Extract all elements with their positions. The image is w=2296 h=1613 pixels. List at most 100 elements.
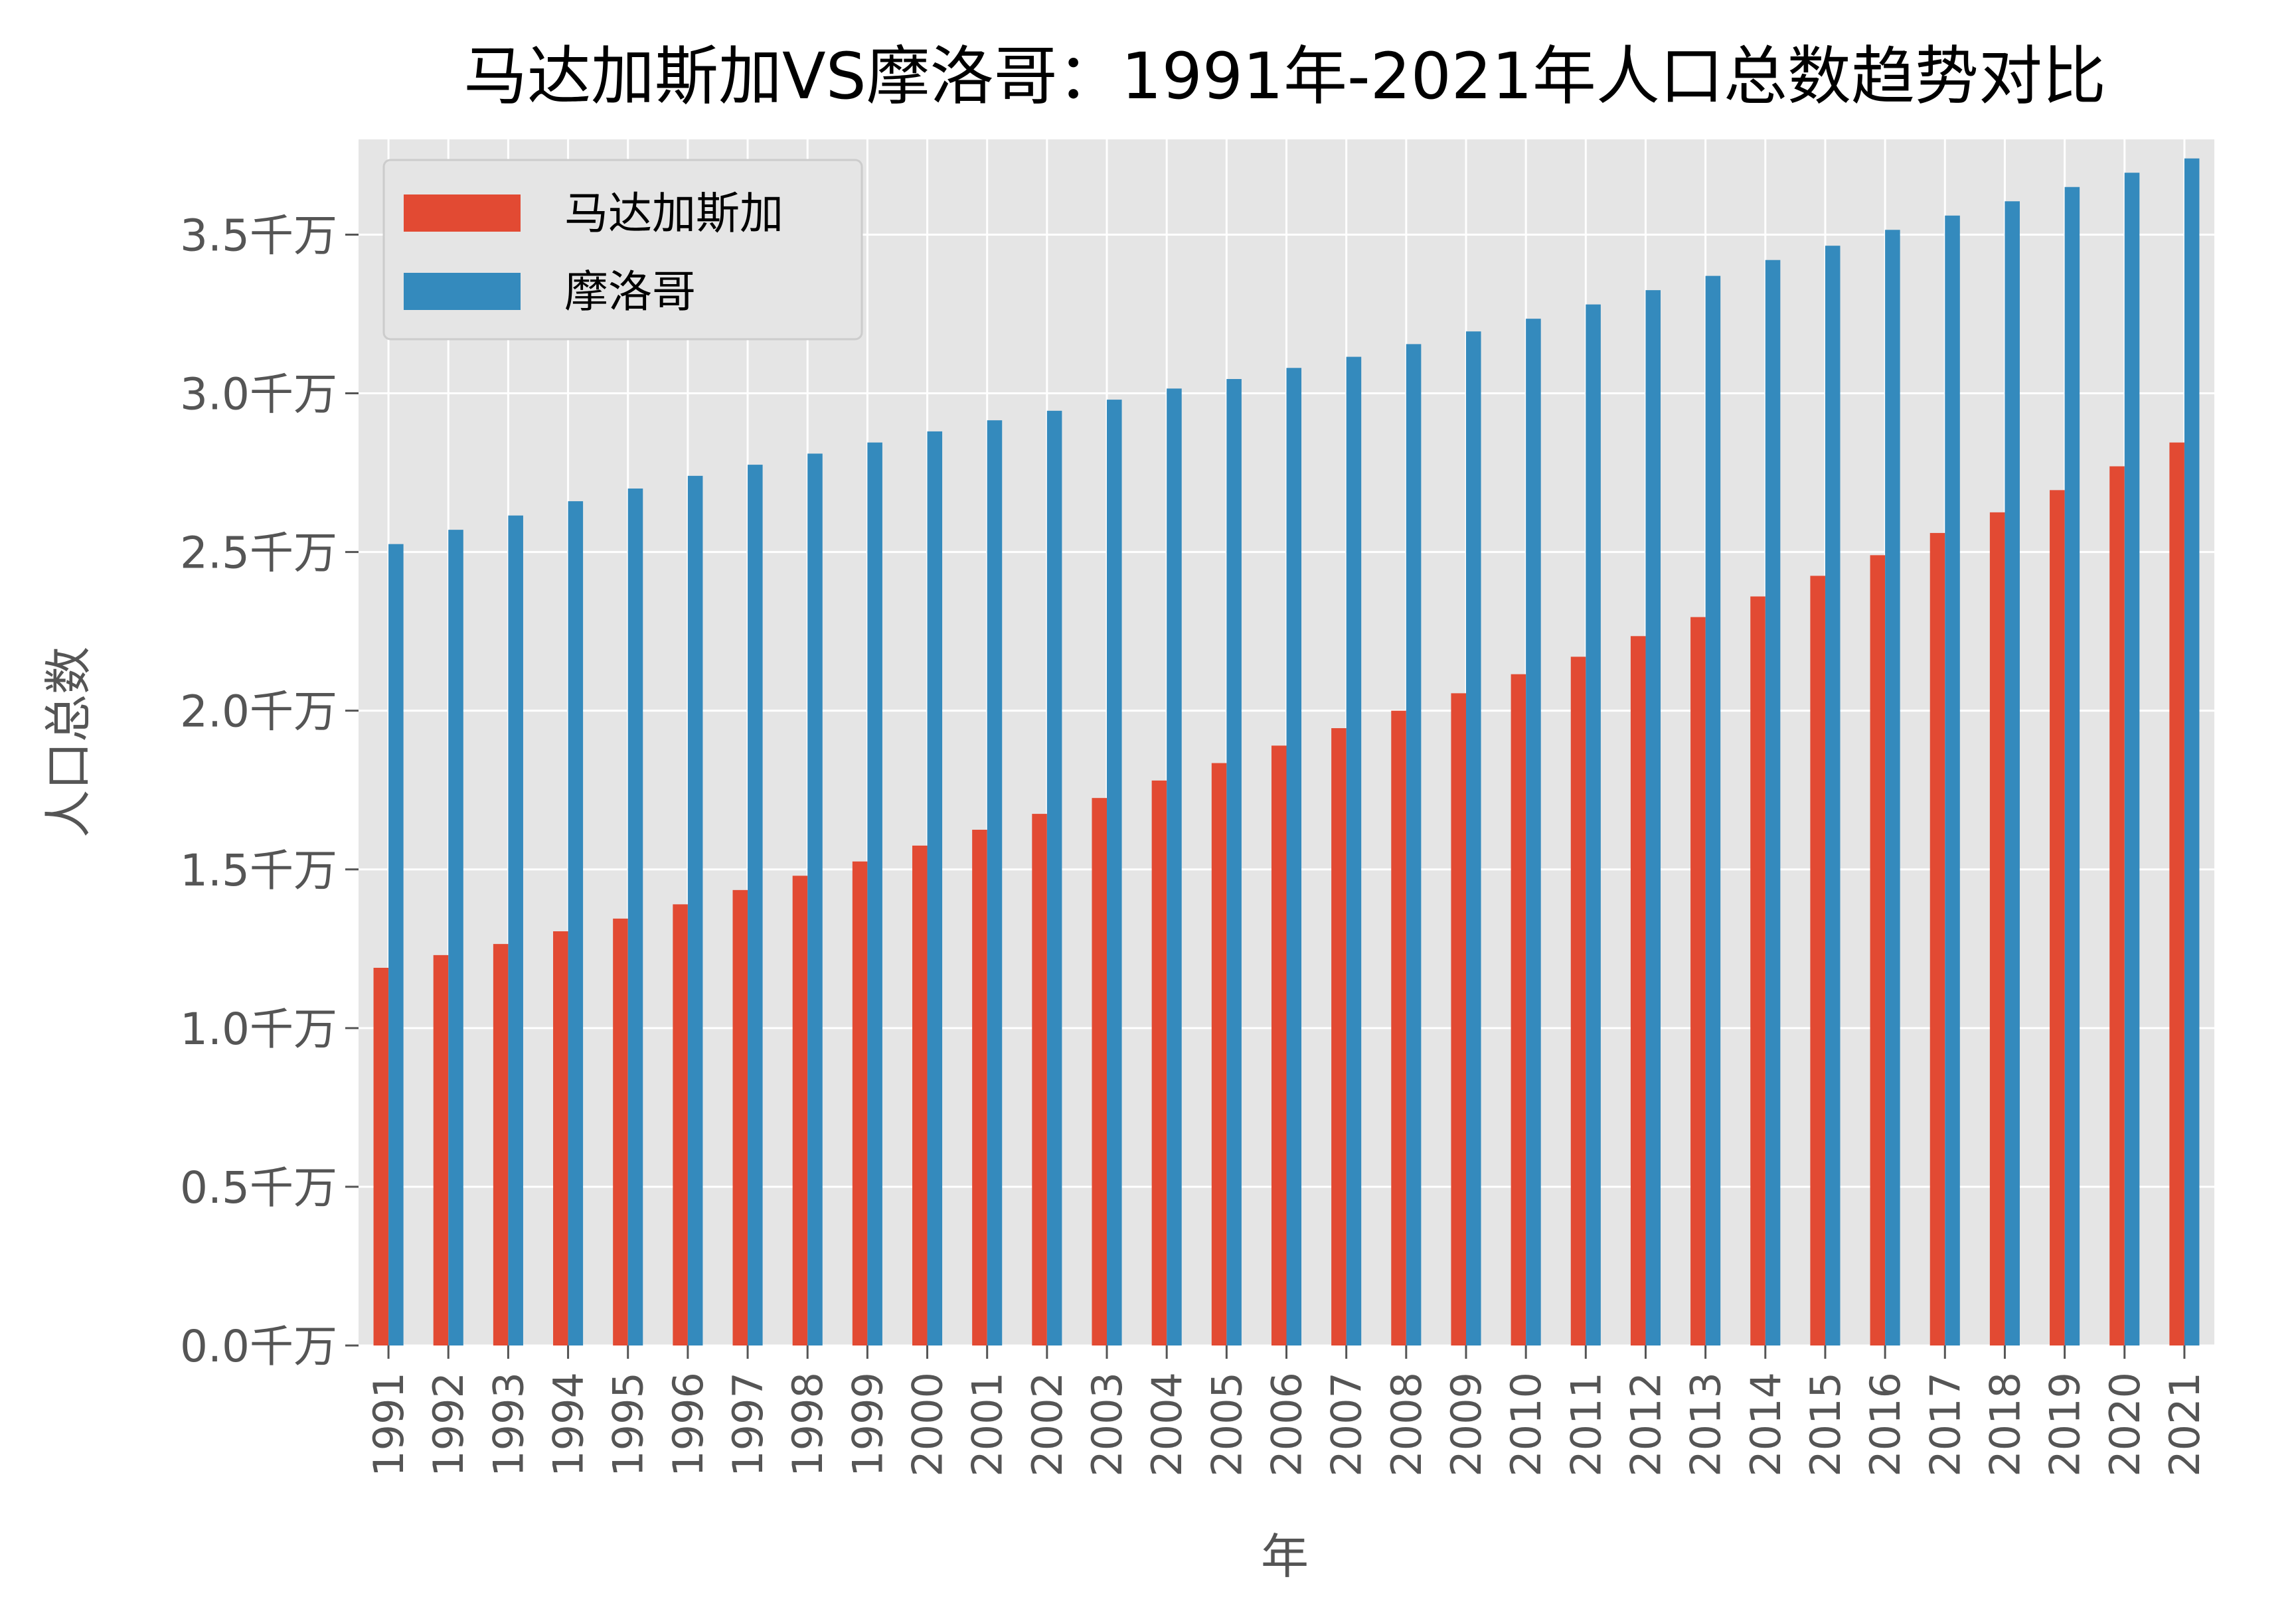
y-tick-label: 3.0千万	[180, 369, 337, 420]
bar-madagascar	[1032, 814, 1047, 1345]
x-tick-label: 2001	[963, 1372, 1012, 1477]
x-tick-label: 2004	[1143, 1372, 1191, 1477]
bar-madagascar	[1570, 656, 1586, 1345]
bar-morocco	[1705, 275, 1721, 1345]
x-tick-label: 2013	[1682, 1372, 1730, 1477]
bar-madagascar	[1092, 798, 1107, 1345]
bar-morocco	[1825, 246, 1841, 1346]
y-axis-label: 人口总数	[41, 647, 96, 838]
bar-madagascar	[2050, 490, 2065, 1345]
x-tick-label: 1991	[365, 1372, 413, 1477]
bar-morocco	[448, 530, 463, 1345]
legend-swatch-morocco	[404, 273, 521, 310]
bar-morocco	[1107, 400, 1122, 1345]
x-tick-label: 2020	[2101, 1372, 2149, 1477]
bar-madagascar	[1211, 763, 1227, 1345]
y-tick-label: 0.5千万	[180, 1162, 337, 1213]
bar-morocco	[748, 465, 763, 1345]
x-tick-label: 2019	[2041, 1372, 2090, 1477]
bar-morocco	[1526, 319, 1541, 1346]
bar-madagascar	[2109, 466, 2125, 1345]
bar-morocco	[1167, 388, 1182, 1345]
bar-morocco	[2184, 158, 2200, 1346]
x-tick-label: 2014	[1742, 1372, 1790, 1477]
x-tick-label: 1995	[604, 1372, 653, 1477]
bar-madagascar	[433, 955, 449, 1345]
legend-swatch-madagascar	[404, 194, 521, 232]
x-tick-label: 2018	[1981, 1372, 2029, 1477]
x-tick-label: 2012	[1621, 1372, 1670, 1477]
bar-madagascar	[2169, 442, 2184, 1345]
bar-morocco	[1465, 331, 1481, 1345]
x-tick-label: 2016	[1861, 1372, 1910, 1477]
bar-madagascar	[1391, 710, 1406, 1345]
y-axis: 0.0千万 0.5千万 1.0千万 1.5千万 2.0千万 2.5千万 3.0千万 3.5千万	[180, 210, 359, 1372]
y-tick-label: 1.0千万	[180, 1004, 337, 1055]
x-tick-label: 2003	[1083, 1372, 1131, 1477]
x-tick-label: 2010	[1502, 1372, 1550, 1477]
x-tick-label: 1999	[843, 1372, 892, 1477]
bar-morocco	[627, 488, 643, 1346]
bar-morocco	[2064, 187, 2080, 1346]
bar-morocco	[1885, 230, 1900, 1345]
x-tick-label: 2007	[1323, 1372, 1371, 1477]
bar-morocco	[1945, 215, 1960, 1345]
bar-madagascar	[1690, 617, 1706, 1345]
y-tick-label: 1.5千万	[180, 845, 337, 896]
bar-madagascar	[792, 876, 808, 1345]
legend-label-madagascar: 马达加斯加	[564, 188, 783, 239]
x-tick-label: 1993	[484, 1372, 533, 1477]
x-tick-label: 1996	[664, 1372, 712, 1477]
x-tick-label: 1997	[724, 1372, 772, 1477]
bar-madagascar	[1331, 728, 1347, 1345]
x-tick-label: 2011	[1562, 1372, 1610, 1477]
x-tick-label: 2017	[1921, 1372, 1969, 1477]
bar-madagascar	[732, 889, 748, 1345]
legend-label-morocco: 摩洛哥	[564, 266, 696, 317]
bar-morocco	[807, 453, 823, 1345]
y-tick-label: 2.5千万	[180, 528, 337, 579]
bar-madagascar	[613, 918, 628, 1345]
bar-morocco	[927, 431, 943, 1345]
bar-morocco	[508, 515, 523, 1345]
bar-madagascar	[1989, 512, 2005, 1346]
bar-madagascar	[553, 931, 568, 1345]
bar-madagascar	[972, 829, 987, 1345]
x-tick-label: 2005	[1202, 1372, 1251, 1477]
bar-morocco	[1286, 368, 1302, 1345]
x-axis-label: 年	[1261, 1529, 1309, 1584]
bar-madagascar	[1929, 532, 1945, 1345]
y-tick-label: 2.0千万	[180, 686, 337, 737]
bar-morocco	[1406, 344, 1422, 1345]
bar-morocco	[2005, 201, 2020, 1346]
bar-morocco	[1046, 410, 1062, 1346]
y-tick-label: 0.0千万	[180, 1321, 337, 1372]
x-tick-label: 2008	[1382, 1372, 1431, 1477]
bar-morocco	[2124, 173, 2140, 1346]
bar-morocco	[1226, 379, 1242, 1345]
bar-morocco	[987, 420, 1003, 1346]
bar-madagascar	[852, 861, 868, 1345]
bars	[373, 158, 2200, 1346]
bar-madagascar	[1750, 596, 1765, 1345]
x-tick-label: 1998	[783, 1372, 832, 1477]
bar-madagascar	[1810, 576, 1825, 1346]
bar-madagascar	[1271, 745, 1287, 1345]
bar-madagascar	[1511, 674, 1526, 1345]
bar-madagascar	[373, 967, 389, 1345]
bar-madagascar	[1630, 636, 1646, 1345]
bar-madagascar	[1151, 780, 1167, 1345]
x-tick-label: 2006	[1263, 1372, 1311, 1477]
x-tick-label: 1994	[544, 1372, 593, 1477]
bar-morocco	[568, 501, 584, 1345]
x-axis: 1991 1992 1993 1994 1995 1996 1997 1998 1999 2000…	[365, 1345, 2209, 1477]
bar-morocco	[1586, 304, 1601, 1346]
x-tick-label: 1992	[424, 1372, 473, 1477]
bar-morocco	[867, 442, 882, 1345]
bar-madagascar	[673, 904, 688, 1345]
bar-madagascar	[1451, 693, 1466, 1345]
bar-morocco	[1645, 290, 1661, 1345]
x-tick-label: 2002	[1023, 1372, 1072, 1477]
x-tick-label: 2021	[2161, 1372, 2209, 1477]
